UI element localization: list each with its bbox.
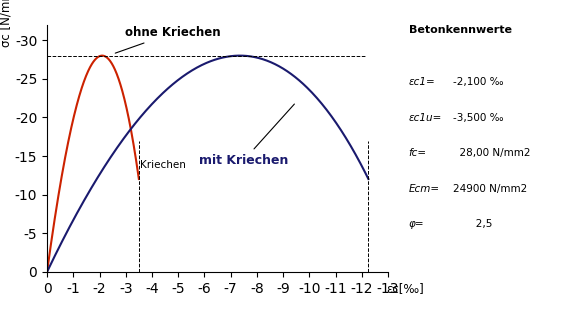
Text: 2,5: 2,5 bbox=[453, 219, 492, 229]
Text: φ=: φ= bbox=[409, 219, 425, 229]
Text: -3,500 ‰: -3,500 ‰ bbox=[453, 113, 503, 123]
Y-axis label: σc [N/mm2]: σc [N/mm2] bbox=[0, 0, 13, 47]
Text: εc1=: εc1= bbox=[409, 77, 435, 87]
Text: ohne Kriechen: ohne Kriechen bbox=[115, 26, 220, 53]
Text: Kriechen: Kriechen bbox=[140, 160, 186, 170]
Text: 28,00 N/mm2: 28,00 N/mm2 bbox=[453, 148, 530, 158]
Text: fc=: fc= bbox=[409, 148, 427, 158]
Text: 24900 N/mm2: 24900 N/mm2 bbox=[453, 184, 527, 194]
Text: εc1u=: εc1u= bbox=[409, 113, 442, 123]
Text: -2,100 ‰: -2,100 ‰ bbox=[453, 77, 503, 87]
X-axis label: εc[‰]: εc[‰] bbox=[386, 282, 424, 295]
Text: mit Kriechen: mit Kriechen bbox=[199, 104, 295, 167]
Text: Ecm=: Ecm= bbox=[409, 184, 440, 194]
Text: Betonkennwerte: Betonkennwerte bbox=[409, 25, 512, 35]
